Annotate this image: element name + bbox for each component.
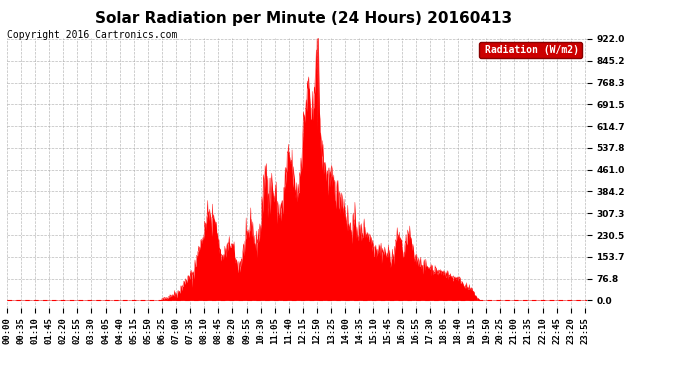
Text: Solar Radiation per Minute (24 Hours) 20160413: Solar Radiation per Minute (24 Hours) 20… — [95, 11, 512, 26]
Text: Copyright 2016 Cartronics.com: Copyright 2016 Cartronics.com — [7, 30, 177, 40]
Legend: Radiation (W/m2): Radiation (W/m2) — [479, 42, 582, 58]
